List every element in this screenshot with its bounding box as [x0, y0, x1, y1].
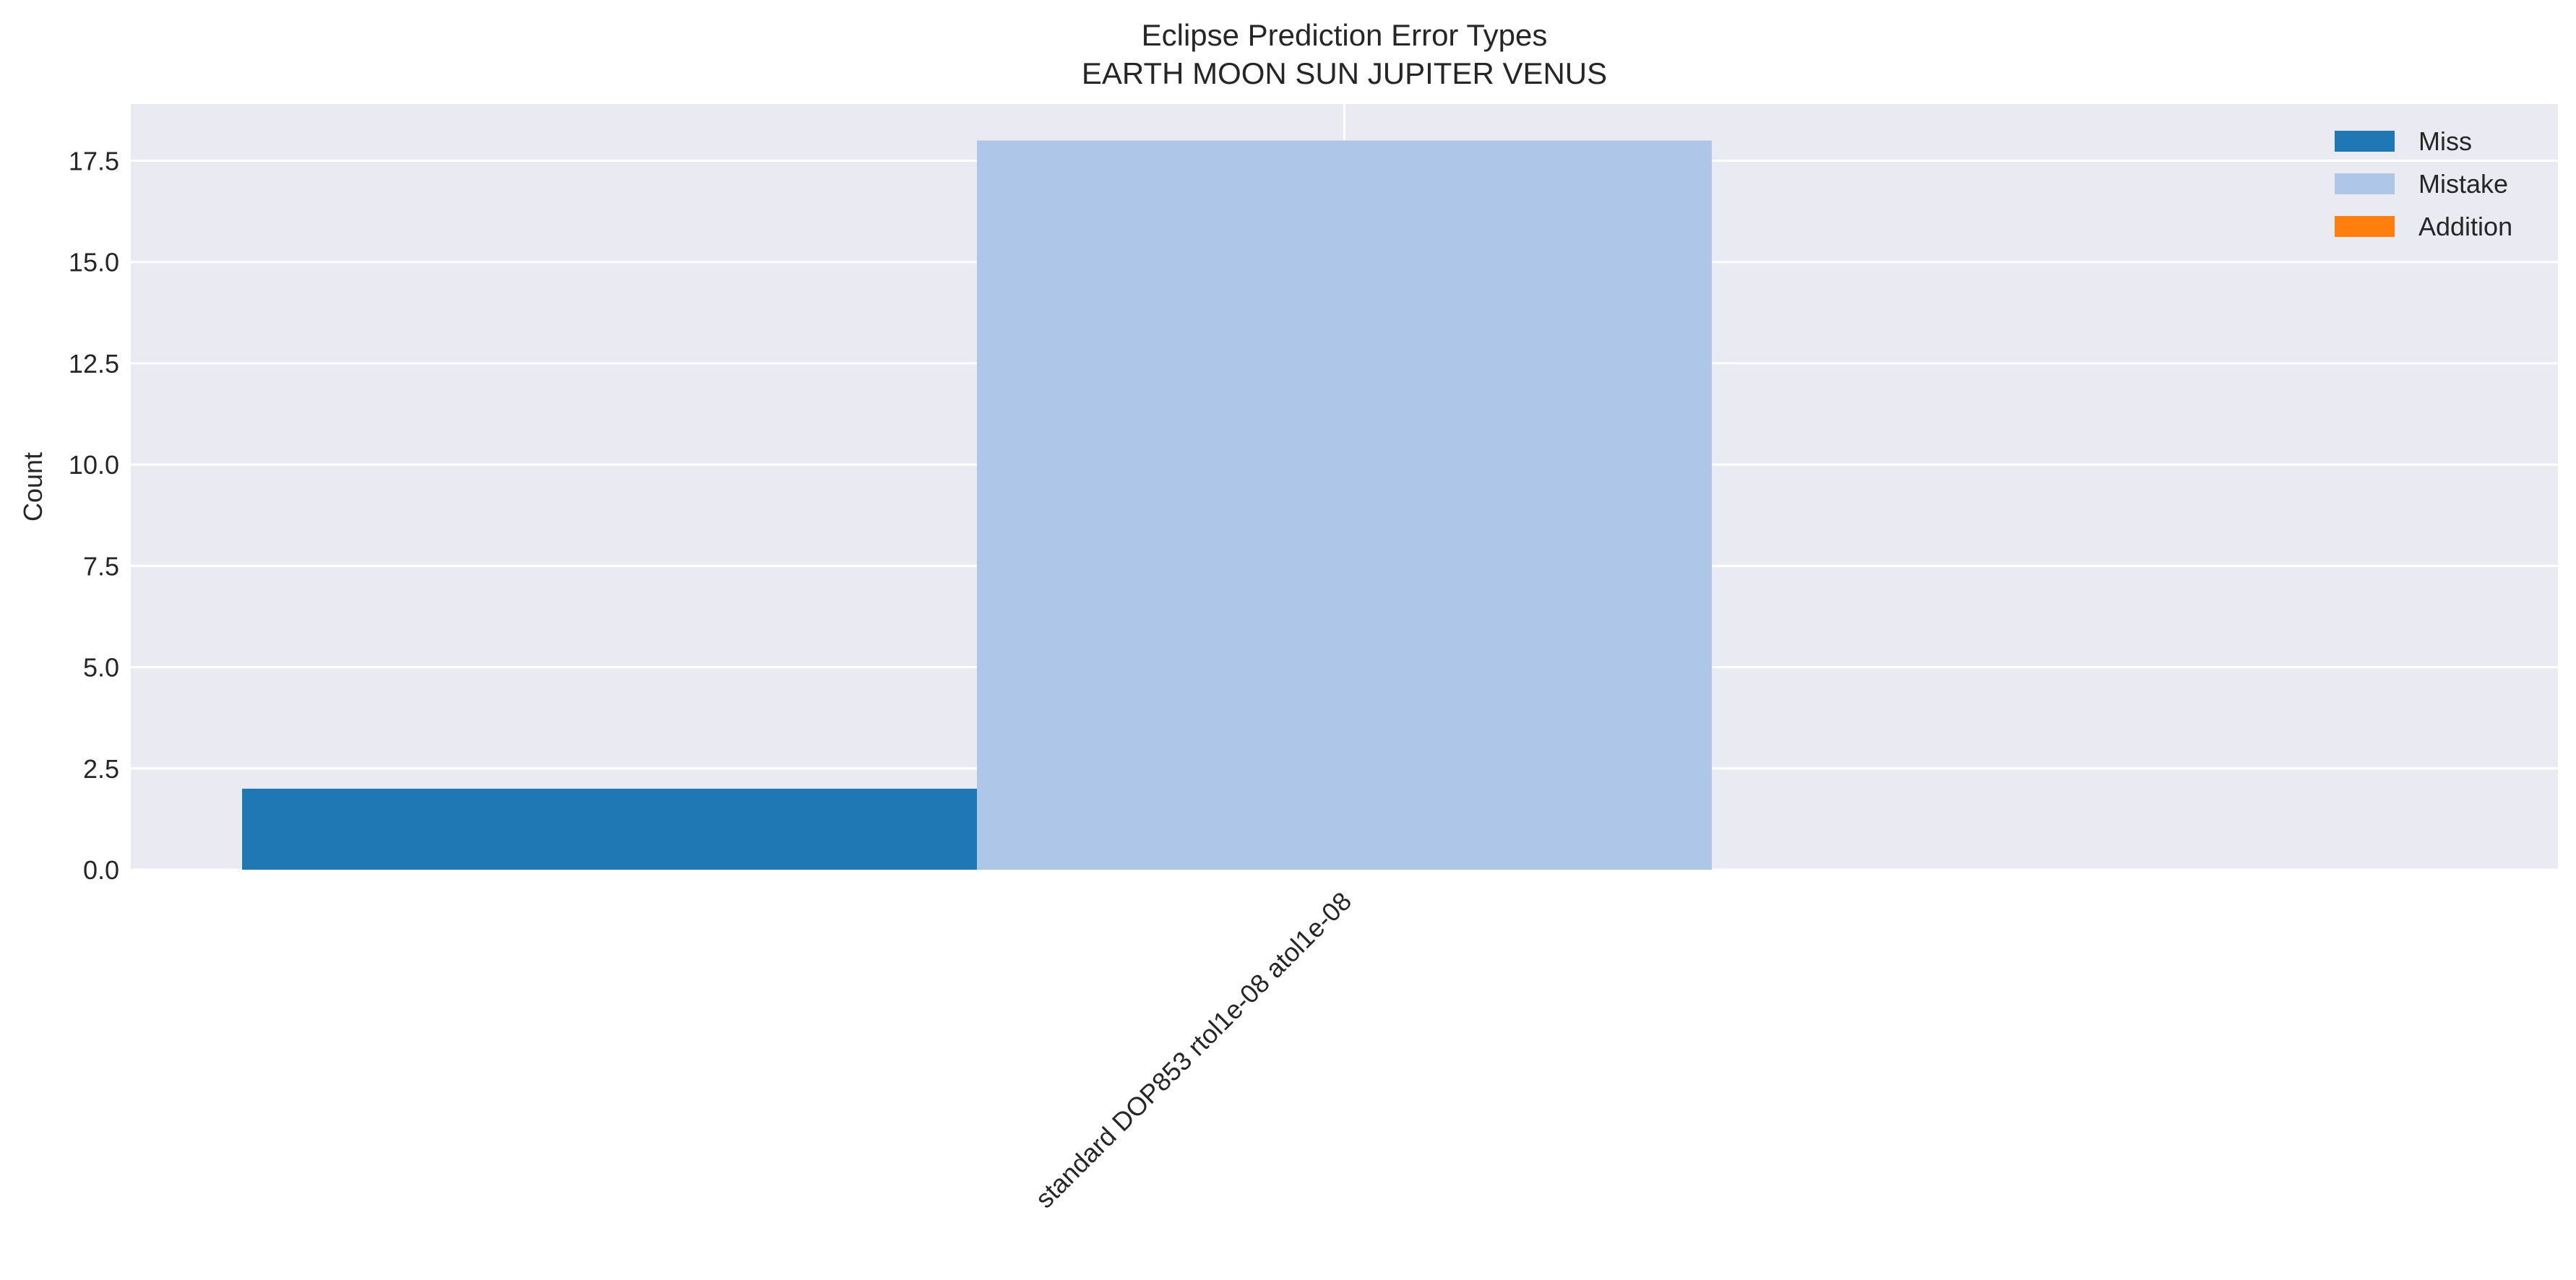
legend-swatch-addition	[2335, 216, 2395, 237]
x-axis-ticks: standard DOP853 rtol1e-08 atol1e-08	[1030, 886, 1358, 1214]
y-tick-label: 12.5	[69, 349, 119, 379]
legend-swatch-mistake	[2335, 173, 2395, 194]
y-tick-label: 0.0	[83, 855, 119, 885]
bar-miss	[242, 788, 977, 870]
y-axis-label: Count	[18, 452, 48, 522]
legend-swatch-miss	[2335, 131, 2395, 152]
y-axis-ticks: 0.0 2.5 5.0 7.5 10.0 12.5 15.0 17.5	[69, 147, 119, 885]
x-tick-label: standard DOP853 rtol1e-08 atol1e-08	[1030, 886, 1358, 1214]
chart-subtitle: EARTH MOON SUN JUPITER VENUS	[1082, 56, 1607, 90]
y-tick-label: 7.5	[83, 551, 119, 581]
legend-label-addition: Addition	[2418, 212, 2512, 241]
y-tick-label: 5.0	[83, 653, 119, 683]
y-tick-label: 15.0	[69, 248, 119, 277]
legend: Miss Mistake Addition	[2335, 126, 2512, 241]
legend-label-mistake: Mistake	[2418, 169, 2508, 199]
chart-title: Eclipse Prediction Error Types	[1142, 18, 1548, 52]
bar-mistake	[977, 140, 1712, 870]
y-tick-label: 17.5	[69, 147, 119, 176]
y-tick-label: 2.5	[83, 754, 119, 784]
legend-label-miss: Miss	[2418, 126, 2472, 156]
y-tick-label: 10.0	[69, 450, 119, 480]
bars	[242, 140, 1712, 870]
